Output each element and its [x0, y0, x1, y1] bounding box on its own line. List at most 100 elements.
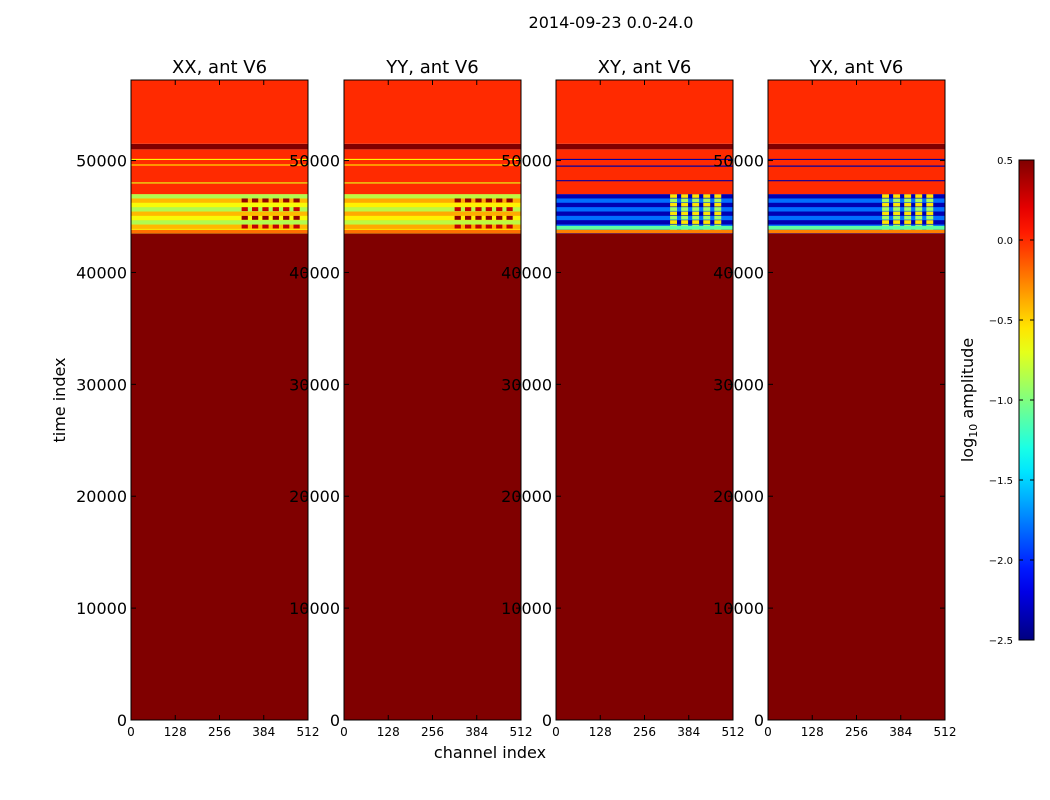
texture-spot: [863, 216, 874, 220]
texture-block: [893, 215, 901, 220]
x-tick-label: 384: [252, 725, 275, 739]
texture-block: [915, 202, 923, 207]
texture-block: [293, 207, 300, 212]
texture-spot: [589, 216, 599, 220]
texture-block: [926, 220, 934, 224]
texture-block: [251, 224, 259, 229]
texture-row: [344, 194, 521, 199]
texture-block: [293, 215, 300, 220]
panel-3-region-1: [556, 233, 733, 720]
texture-block: [241, 215, 248, 220]
texture-spot: [620, 216, 630, 220]
texture-row: [556, 211, 733, 216]
texture-block: [506, 207, 513, 212]
panel-1-title: XX, ant V6: [172, 57, 267, 78]
texture-row: [131, 198, 308, 203]
texture-row: [768, 194, 945, 199]
texture-block: [241, 207, 248, 212]
y-tick-label: 30000: [501, 375, 552, 394]
texture-spot: [558, 207, 568, 211]
y-tick-label: 40000: [289, 263, 340, 282]
colorbar-label-base: log: [958, 438, 977, 462]
colorbar-tick-label: −2.0: [989, 556, 1013, 567]
texture-row: [344, 211, 521, 216]
texture-spot: [635, 216, 646, 220]
texture-spot: [847, 199, 858, 203]
texture-block: [703, 198, 711, 203]
texture-block: [703, 220, 711, 224]
texture-spot: [558, 199, 568, 203]
colorbar-tick-label: 0.5: [997, 156, 1013, 167]
texture-block: [283, 215, 290, 220]
y-axis-label: time index: [50, 357, 69, 442]
texture-row: [768, 220, 945, 225]
texture-block: [485, 207, 492, 212]
texture-row: [556, 220, 733, 225]
texture-block: [926, 215, 934, 220]
texture-block: [893, 220, 901, 224]
texture-block: [251, 207, 259, 212]
texture-block: [893, 194, 901, 198]
colorbar-label-subscript: 10: [967, 424, 980, 438]
panel-4-region-4: [768, 143, 945, 150]
texture-row: [344, 207, 521, 212]
texture-block: [506, 215, 513, 220]
colorbar-tick-label: −0.5: [989, 316, 1013, 327]
texture-spot: [832, 199, 842, 203]
texture-block: [893, 211, 901, 216]
x-tick-label: 512: [722, 725, 745, 739]
texture-block: [464, 207, 472, 212]
texture-row: [768, 225, 945, 230]
panel-1: XX, ant V6 0 128 256 384 512 0 10000 20000 30000 4…: [76, 57, 319, 739]
texture-block: [915, 207, 923, 211]
panel-1-region-4: [131, 143, 308, 150]
texture-block: [893, 198, 901, 203]
texture-spot: [620, 207, 630, 211]
y-tick-label: 10000: [501, 599, 552, 618]
texture-block: [506, 198, 513, 203]
texture-spot: [801, 216, 811, 220]
panel-3-band-texture: [556, 194, 733, 234]
texture-block: [926, 207, 934, 211]
panel-4: YX, ant V6 0 128 256 384 512 0 10000 20000 30000 4…: [713, 57, 956, 739]
texture-block: [703, 194, 711, 198]
texture-spot: [651, 199, 662, 203]
texture-block: [454, 207, 461, 212]
texture-block: [670, 194, 677, 198]
x-tick-label: 0: [764, 725, 772, 739]
texture-spot: [785, 199, 796, 203]
x-tick-label: 512: [297, 725, 320, 739]
texture-spot: [770, 207, 780, 211]
texture-block: [475, 207, 482, 212]
texture-block: [904, 211, 912, 216]
texture-block: [464, 224, 472, 229]
texture-block: [904, 198, 912, 203]
texture-block: [915, 194, 923, 198]
texture-block: [904, 215, 912, 220]
texture-block: [262, 198, 269, 203]
y-tick-label: 50000: [713, 152, 764, 171]
figure-suptitle: 2014-09-23 0.0-24.0: [529, 13, 694, 32]
texture-block: [272, 215, 279, 220]
texture-block: [926, 211, 934, 216]
x-tick-label: 0: [127, 725, 135, 739]
texture-block: [454, 198, 461, 203]
texture-row: [768, 211, 945, 216]
texture-spot: [785, 216, 796, 220]
texture-block: [496, 198, 503, 203]
texture-block: [904, 202, 912, 207]
panel-2-band-texture: [344, 194, 521, 234]
texture-spot: [635, 207, 646, 211]
panel-3-region-3: [556, 149, 733, 195]
texture-row: [344, 215, 521, 221]
texture-row: [344, 220, 521, 225]
x-tick-label: 128: [164, 725, 187, 739]
panel-2-region-4: [344, 143, 521, 150]
panel-4-region-5: [768, 80, 945, 144]
x-tick-label: 256: [421, 725, 444, 739]
texture-block: [464, 215, 472, 220]
colorbar-tick-label: −1.0: [989, 396, 1013, 407]
texture-row: [344, 229, 521, 234]
panel-4-title: YX, ant V6: [809, 57, 904, 78]
texture-block: [496, 215, 503, 220]
